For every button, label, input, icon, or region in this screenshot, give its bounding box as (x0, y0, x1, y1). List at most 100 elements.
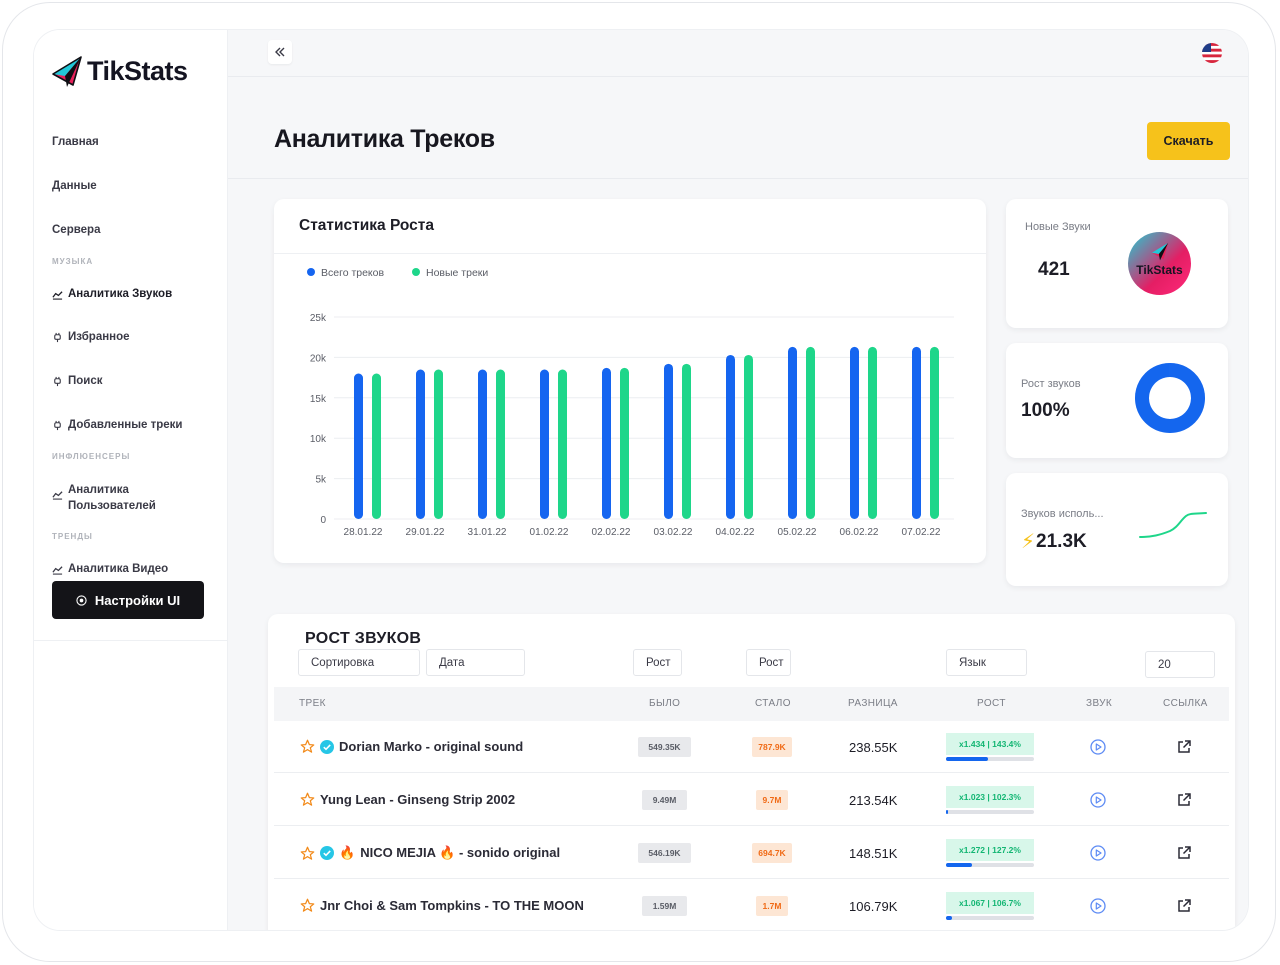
external-link-icon[interactable] (1176, 739, 1192, 755)
collapse-sidebar-button[interactable] (268, 40, 292, 64)
nav-search[interactable]: Поиск (52, 375, 103, 387)
bar-new-tracks (868, 346, 877, 519)
x-tick-label: 29.01.22 (406, 527, 445, 538)
star-icon[interactable] (300, 846, 315, 861)
trend-chart-icon (52, 290, 63, 300)
nav-sound-analytics-label: Аналитика Звуков (68, 288, 173, 300)
bar-total-tracks (478, 369, 487, 519)
logo[interactable]: TikStats (51, 54, 188, 88)
y-tick-label: 20k (310, 353, 327, 364)
date-select[interactable]: Дата (426, 649, 525, 676)
growth-cell: x1.272 | 127.2% (946, 839, 1034, 867)
growth-progress-fill (946, 916, 952, 920)
y-tick-label: 5k (315, 475, 327, 486)
play-icon[interactable] (1090, 898, 1106, 914)
play-icon[interactable] (1090, 739, 1106, 755)
bar-new-tracks (496, 369, 505, 519)
download-button[interactable]: Скачать (1147, 122, 1230, 160)
x-tick-label: 06.02.22 (840, 527, 879, 538)
col-was[interactable]: БЫЛО (649, 698, 681, 709)
x-tick-label: 28.01.22 (344, 527, 383, 538)
nav-favorites-label: Избранное (68, 331, 130, 343)
bar-new-tracks (682, 363, 691, 519)
was-value: 9.49M (642, 790, 687, 810)
growth-filter-2[interactable]: Рост (746, 649, 791, 676)
x-tick-label: 03.02.22 (654, 527, 693, 538)
bar-new-tracks (372, 373, 381, 519)
page-header: Аналитика Треков Скачать (228, 77, 1248, 179)
track-name[interactable]: Dorian Marko - original sound (339, 739, 524, 754)
col-now[interactable]: СТАЛО (755, 698, 791, 709)
nav-user-analytics[interactable]: Аналитика Пользователей (52, 482, 156, 514)
bar-new-tracks (744, 354, 753, 519)
col-track[interactable]: ТРЕК (299, 698, 326, 709)
y-tick-label: 0 (320, 515, 326, 526)
nav-sound-analytics[interactable]: Аналитика Звуков (52, 288, 172, 300)
page-title: Аналитика Треков (274, 125, 495, 153)
nav-favorites[interactable]: Избранное (52, 331, 130, 343)
star-icon[interactable] (300, 792, 315, 807)
track-name[interactable]: NICO MEJIA 🔥 - sonido original (360, 845, 561, 860)
table-title: РОСТ ЗВУКОВ (305, 630, 422, 647)
ui-settings-button[interactable]: Настройки UI (52, 581, 204, 619)
growth-progress-fill (946, 757, 988, 761)
nav-servers[interactable]: Сервера (52, 224, 101, 236)
bar-new-tracks (930, 346, 939, 519)
trend-chart-icon (52, 491, 63, 500)
growth-progress-fill (946, 810, 948, 814)
was-value: 549.35K (638, 737, 691, 757)
nav-data[interactable]: Данные (52, 180, 97, 192)
col-diff[interactable]: РАЗНИЦА (848, 698, 898, 709)
star-icon[interactable] (300, 739, 315, 754)
section-music: МУЗЫКА (52, 257, 94, 266)
nav-added-tracks[interactable]: Добавленные треки (52, 419, 183, 431)
external-link-icon[interactable] (1176, 792, 1192, 808)
growth-value: x1.023 | 102.3% (946, 786, 1034, 808)
external-link-icon[interactable] (1176, 898, 1192, 914)
tikstats-avatar: TikStats (1128, 232, 1191, 295)
x-tick-label: 01.02.22 (530, 527, 569, 538)
x-tick-label: 02.02.22 (592, 527, 631, 538)
paper-plane-logo-icon (1151, 242, 1169, 261)
logo-text: TikStats (87, 55, 188, 86)
play-icon[interactable] (1090, 792, 1106, 808)
sort-select[interactable]: Сортировка (298, 649, 420, 676)
col-link[interactable]: ССЫЛКА (1163, 698, 1208, 709)
star-icon[interactable] (300, 898, 315, 913)
growth-filter-1[interactable]: Рост (633, 649, 682, 676)
bar-total-tracks (664, 363, 673, 519)
sidebar: TikStats Главная Данные Сервера МУЗЫКА А… (34, 30, 228, 930)
col-growth[interactable]: РОСТ (977, 698, 1006, 709)
bar-total-tracks (850, 346, 859, 519)
bar-new-tracks (558, 369, 567, 519)
growth-cell: x1.067 | 106.7% (946, 892, 1034, 920)
track-name[interactable]: Yung Lean - Ginseng Strip 2002 (320, 792, 516, 807)
table-row: Jnr Choi & Sam Tompkins - TO THE MOON 1.… (274, 880, 1229, 930)
diff-value: 238.55K (849, 740, 898, 755)
col-sound[interactable]: ЗВУК (1086, 698, 1113, 709)
diff-value: 106.79K (849, 899, 898, 914)
growth-donut-chart (1135, 363, 1205, 433)
nav-home[interactable]: Главная (52, 136, 99, 148)
language-select[interactable]: Язык (946, 649, 1027, 676)
section-trends: ТРЕНДЫ (52, 532, 93, 541)
x-tick-label: 31.01.22 (468, 527, 507, 538)
page-size-input[interactable]: 20 (1145, 651, 1215, 678)
track-name[interactable]: Jnr Choi & Sam Tompkins - TO THE MOON (320, 898, 584, 913)
x-tick-label: 05.02.22 (778, 527, 817, 538)
donut-arc (1135, 363, 1205, 433)
growth-cell: x1.434 | 143.4% (946, 733, 1034, 761)
external-link-icon[interactable] (1176, 845, 1192, 861)
sound-growth-table-card: РОСТ ЗВУКОВ Сортировка Дата Рост Рост Яз… (268, 614, 1235, 930)
legend-label: Новые треки (426, 267, 488, 279)
table-row: Dorian Marko - original sound 549.35K 78… (274, 721, 1229, 773)
new-sounds-value: 421 (1038, 259, 1070, 280)
new-sounds-label: Новые Звуки (1025, 221, 1091, 233)
bar-total-tracks (726, 354, 735, 519)
avatar-logo-text: TikStats (1136, 263, 1183, 277)
nav-video-analytics[interactable]: Аналитика Видео (52, 563, 168, 575)
us-flag-icon[interactable] (1202, 43, 1222, 63)
bar-total-tracks (602, 367, 611, 519)
play-icon[interactable] (1090, 845, 1106, 861)
now-value: 694.7K (752, 843, 792, 863)
